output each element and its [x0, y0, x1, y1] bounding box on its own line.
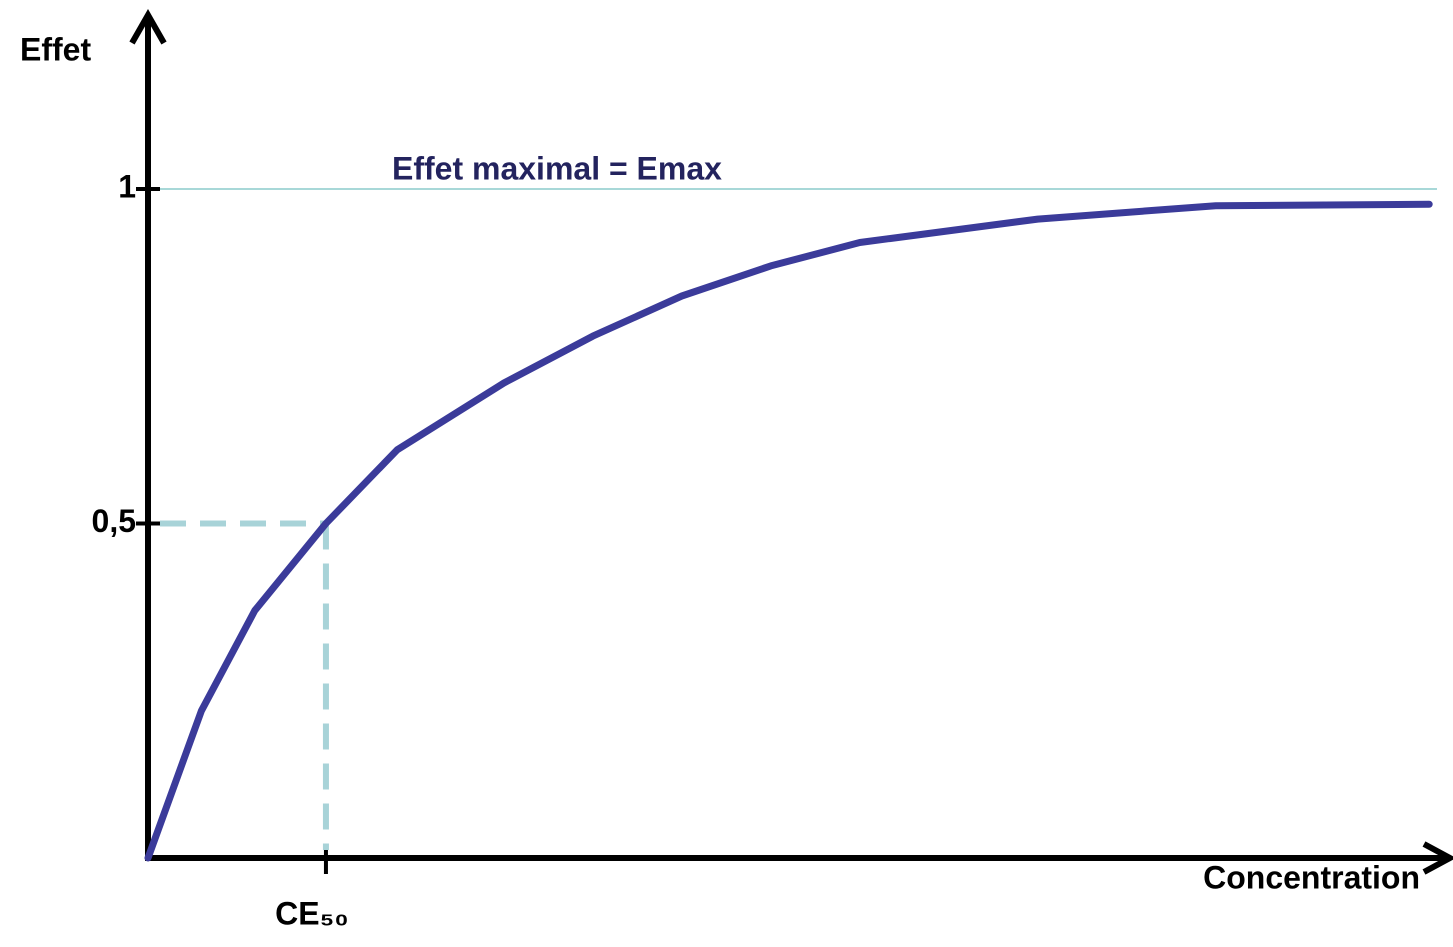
annotation: Effet maximal = Emax	[392, 150, 722, 186]
y-axis-arrow	[129, 8, 167, 45]
x-axis-label: Concentration	[1203, 859, 1420, 895]
y-tick-label: 1	[118, 168, 136, 204]
curve	[144, 200, 1433, 862]
x-tick-label: CE₅₀	[275, 895, 349, 931]
x-axis-arrow	[1422, 841, 1453, 875]
y-tick-label: 0,5	[92, 503, 136, 539]
y-axis-label: Effet	[20, 31, 91, 67]
